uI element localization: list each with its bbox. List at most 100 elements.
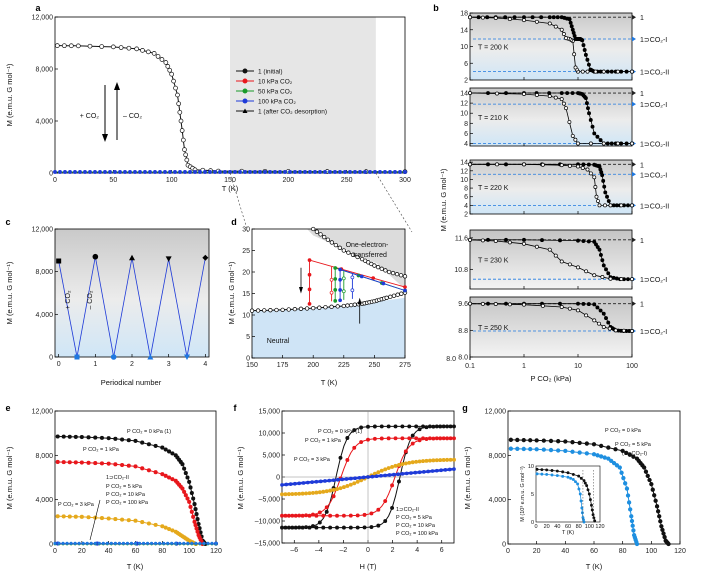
data-point bbox=[167, 67, 173, 73]
data-point bbox=[298, 170, 302, 174]
data-point bbox=[602, 455, 607, 460]
data-point bbox=[79, 460, 84, 465]
data-point bbox=[591, 442, 597, 447]
data-point bbox=[195, 517, 200, 522]
data-point bbox=[68, 170, 72, 174]
inset-x-tick-label: 100 bbox=[585, 524, 594, 530]
desorption-point bbox=[572, 52, 577, 57]
y-tick-label: –5,000 bbox=[259, 497, 281, 504]
data-point bbox=[417, 459, 422, 464]
adsorption-point bbox=[568, 20, 573, 25]
data-point bbox=[333, 242, 338, 248]
data-point bbox=[548, 438, 554, 444]
data-point bbox=[630, 523, 635, 528]
data-point bbox=[402, 274, 408, 279]
inset-data-point bbox=[550, 473, 554, 477]
x-tick-label: 175 bbox=[277, 362, 289, 369]
data-point bbox=[105, 541, 109, 545]
y-tick-label: 10 bbox=[242, 313, 250, 320]
inset-data-point bbox=[566, 475, 570, 479]
y-tick-label: 8,000 bbox=[35, 453, 53, 460]
inset-x-tick-label: 0 bbox=[534, 524, 537, 530]
data-point bbox=[166, 526, 172, 532]
level-label: 1⊃CO₂-II bbox=[640, 141, 669, 148]
data-point bbox=[67, 460, 72, 465]
x-tick-label: 0 bbox=[57, 361, 61, 368]
data-point bbox=[126, 463, 131, 468]
data-point bbox=[438, 424, 443, 429]
data-point bbox=[79, 434, 84, 440]
data-point bbox=[376, 523, 381, 528]
data-point bbox=[645, 473, 650, 478]
x-tick-label: 250 bbox=[369, 362, 381, 369]
y-tick-label: 4,000 bbox=[35, 497, 53, 504]
desorption-point bbox=[630, 69, 634, 74]
desorption-point bbox=[522, 162, 526, 167]
data-point bbox=[61, 514, 66, 519]
inset-data-point bbox=[540, 472, 544, 476]
x-tick-label: –2 bbox=[340, 547, 348, 554]
data-point bbox=[118, 45, 124, 50]
data-point bbox=[434, 436, 439, 441]
data-point bbox=[400, 424, 405, 429]
data-point bbox=[606, 445, 611, 450]
data-point bbox=[629, 518, 635, 524]
data-point bbox=[627, 452, 632, 457]
data-point bbox=[133, 464, 138, 469]
data-point bbox=[393, 424, 398, 429]
data-point bbox=[311, 226, 316, 232]
data-point bbox=[307, 287, 312, 292]
adsorption-point bbox=[522, 237, 526, 242]
data-point bbox=[314, 513, 319, 518]
desorption-point bbox=[567, 262, 572, 267]
desorption-point bbox=[584, 313, 589, 318]
data-point bbox=[329, 304, 334, 309]
data-point bbox=[541, 438, 546, 443]
data-point bbox=[338, 170, 342, 174]
data-point bbox=[166, 541, 170, 545]
data-point bbox=[335, 487, 339, 492]
data-point bbox=[393, 463, 398, 468]
data-point bbox=[189, 509, 194, 514]
adsorption-point bbox=[581, 162, 586, 167]
data-point bbox=[396, 472, 400, 477]
legend-marker bbox=[242, 68, 248, 74]
data-point bbox=[311, 524, 315, 529]
data-point bbox=[431, 436, 436, 441]
data-point bbox=[140, 520, 145, 525]
data-point bbox=[133, 541, 138, 545]
cycle-arrow-line bbox=[76, 256, 96, 358]
y-tick-label: 2 bbox=[464, 212, 468, 219]
data-point bbox=[318, 232, 323, 237]
data-point bbox=[314, 490, 319, 495]
data-point bbox=[333, 299, 338, 303]
data-point bbox=[422, 470, 426, 474]
y-tick-label: 12 bbox=[460, 168, 468, 175]
desorption-point bbox=[592, 175, 597, 180]
arrowhead bbox=[357, 297, 362, 305]
data-point bbox=[243, 170, 247, 174]
data-point bbox=[248, 170, 252, 174]
label-pco2-10kpa: P CO₂ = 10 kPa bbox=[396, 523, 436, 529]
data-point bbox=[290, 513, 295, 518]
adsorption-point bbox=[586, 239, 591, 244]
data-point bbox=[318, 479, 323, 484]
data-point bbox=[85, 541, 89, 545]
inset-data-point bbox=[592, 516, 596, 520]
desorption-point bbox=[600, 275, 605, 279]
x-axis-label: T (K) bbox=[127, 562, 144, 571]
x-tick-label: 4 bbox=[415, 547, 419, 554]
data-point bbox=[613, 447, 618, 452]
x-tick-label: 100 bbox=[183, 548, 195, 555]
data-point bbox=[407, 460, 412, 465]
data-point bbox=[142, 541, 146, 545]
data-point bbox=[273, 170, 277, 174]
annotation-add-co2: + CO₂ bbox=[80, 113, 100, 120]
adsorption-point bbox=[539, 15, 544, 20]
inset-data-point bbox=[585, 484, 589, 488]
inset-data-point bbox=[561, 470, 565, 474]
data-point bbox=[662, 534, 667, 540]
data-point bbox=[329, 240, 335, 245]
data-point bbox=[521, 437, 526, 443]
y-tick-label: 4,000 bbox=[35, 312, 53, 319]
